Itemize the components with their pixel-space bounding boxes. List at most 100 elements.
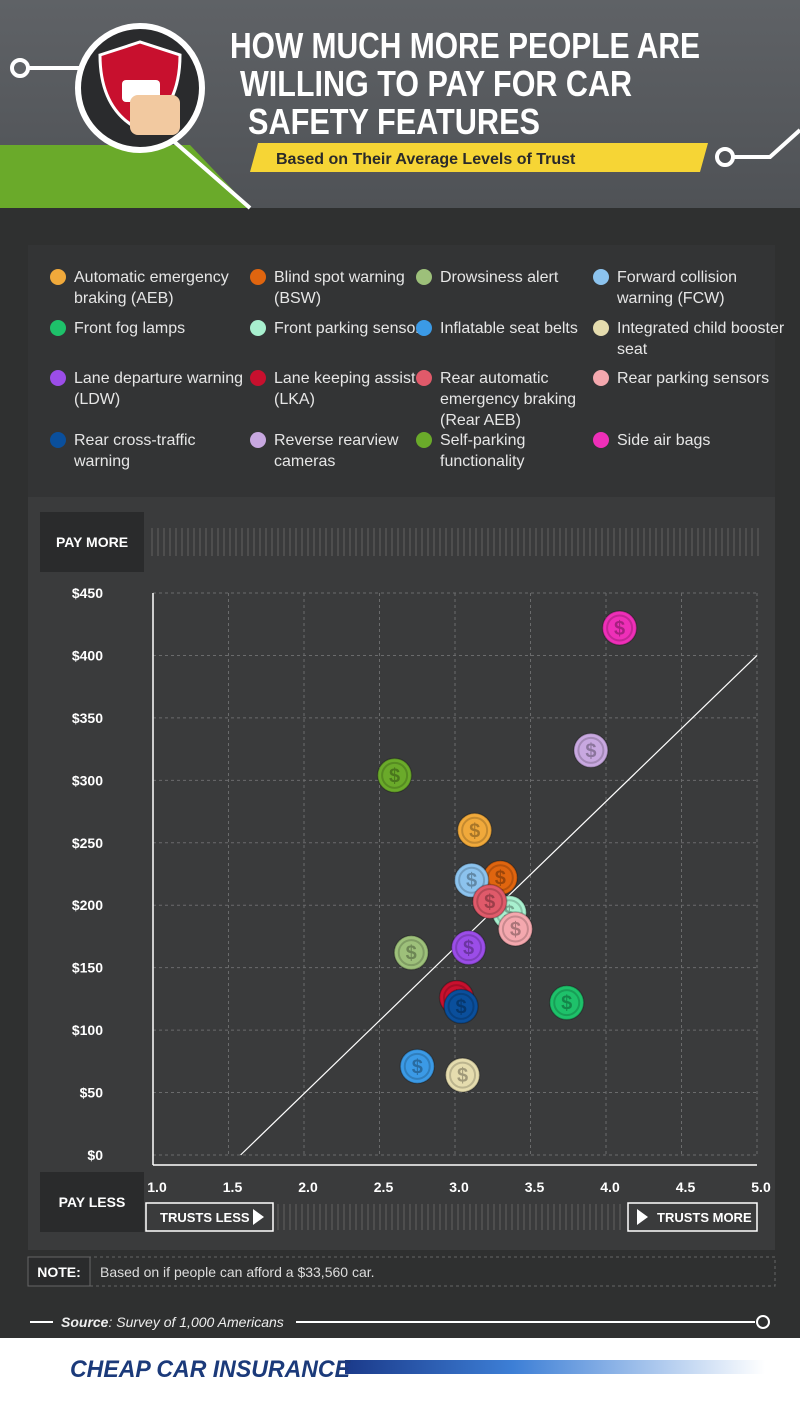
x-tick-label: 3.0 (449, 1179, 469, 1195)
coin-ring (501, 915, 529, 943)
trusts-less-box (145, 1202, 274, 1232)
legend-label: Automatic emergency braking (AEB) (74, 269, 229, 307)
header-line-right (733, 128, 800, 159)
legend-item: Rear cross-traffic warning (50, 430, 244, 472)
coin-body (548, 984, 585, 1021)
legend-swatch (416, 432, 432, 448)
legend-item: Inflatable seat belts (416, 318, 590, 339)
source-label: Source (61, 1314, 109, 1330)
legend-swatch (50, 432, 66, 448)
y-tick-label: $250 (72, 835, 103, 851)
y-tick-label: $50 (80, 1085, 104, 1101)
legend-item: Blind spot warning (BSW) (250, 267, 444, 309)
coin-body (393, 934, 429, 971)
coin-symbol: $ (510, 919, 521, 941)
legend-swatch (250, 370, 266, 386)
coin-ring (461, 816, 489, 844)
legend-item: Front fog lamps (50, 318, 244, 339)
header-green (0, 145, 250, 208)
coin-body (399, 1048, 435, 1085)
x-tick-label: 5.0 (751, 1179, 771, 1195)
coin-ring (476, 887, 504, 915)
x-tick-label: 1.5 (223, 1179, 243, 1195)
y-tick-label: $300 (72, 772, 103, 788)
coin: $ (450, 929, 487, 966)
subtitle: Based on Their Average Levels of Trust (276, 151, 576, 168)
source: Source: Survey of 1,000 Americans (61, 1314, 284, 1330)
legend-swatch (416, 269, 432, 285)
coin: $ (393, 934, 429, 971)
logo-bar (345, 1360, 765, 1374)
legend-label: Rear cross-traffic warning (74, 432, 196, 470)
coin: $ (443, 988, 479, 1025)
arrow (253, 1209, 264, 1225)
coin-body (456, 812, 493, 849)
coin-body (573, 732, 609, 769)
chart-bg (28, 497, 775, 1250)
legend-swatch (50, 269, 66, 285)
coin-body (443, 988, 479, 1025)
legend-swatch (50, 370, 66, 386)
coin: $ (376, 757, 413, 794)
coin-symbol: $ (469, 820, 480, 842)
legend-label: Self-parking functionality (440, 432, 526, 470)
legend-item: Rear automatic emergency braking (Rear A… (416, 368, 590, 431)
coin-ring (455, 934, 483, 962)
legend-item: Self-parking functionality (416, 430, 590, 472)
source-text: : Survey of 1,000 Americans (108, 1314, 283, 1330)
y-tick-label: $100 (72, 1022, 103, 1038)
header-dot (10, 58, 30, 78)
x-tick-label: 4.5 (676, 1179, 696, 1195)
trusts-more-box (627, 1202, 758, 1232)
pay-less-box (40, 1172, 144, 1232)
coin-ring (449, 1061, 477, 1089)
legend-label: Inflatable seat belts (440, 320, 578, 337)
legend-swatch (416, 320, 432, 336)
y-tick-label: $0 (87, 1147, 103, 1163)
legend-swatch (593, 432, 609, 448)
legend-swatch (250, 432, 266, 448)
coin-body (497, 911, 534, 947)
legend-swatch (250, 320, 266, 336)
coin: $ (444, 1057, 481, 1093)
legend-bg (28, 245, 775, 497)
coin: $ (601, 610, 638, 646)
source-dot (756, 1315, 770, 1329)
legend: Automatic emergency braking (AEB) Blind s… (28, 245, 784, 497)
legend-label: Side air bags (617, 432, 711, 449)
coin-symbol: $ (495, 868, 506, 890)
legend-item: Lane keeping assist (LKA) (250, 368, 444, 410)
coin-symbol: $ (457, 1065, 468, 1087)
legend-swatch (416, 370, 432, 386)
coin-body (601, 610, 638, 646)
coin-ring (397, 939, 425, 967)
title-line: WILLING TO PAY FOR CAR (240, 63, 632, 104)
legend-item: Reverse rearview cameras (250, 430, 444, 472)
trusts-less-label: TRUSTS LESS (160, 1210, 250, 1225)
note-label-box (27, 1256, 91, 1287)
legend-item: Rear parking sensors (593, 368, 787, 389)
header-dot-right (715, 147, 735, 167)
coin-ring (577, 736, 605, 764)
coin-body (450, 929, 487, 966)
legend-item: Drowsiness alert (416, 267, 590, 288)
legend-item: Side air bags (593, 430, 787, 451)
legend-swatch (593, 320, 609, 336)
title-line: SAFETY FEATURES (248, 101, 540, 142)
legend-label: Rear automatic emergency braking (Rear A… (440, 370, 577, 429)
legend-label: Lane departure warning (LDW) (74, 370, 244, 408)
coin-symbol: $ (561, 993, 572, 1015)
coin: $ (399, 1048, 435, 1085)
x-tick-label: 4.0 (600, 1179, 620, 1195)
coin: $ (497, 911, 534, 947)
legend-item: Forward collision warning (FCW) (593, 267, 787, 309)
pay-less-label: PAY LESS (59, 1194, 126, 1210)
coin-symbol: $ (614, 618, 625, 640)
y-tick-label: $350 (72, 710, 103, 726)
arrow (637, 1209, 648, 1225)
note-label: NOTE: (37, 1264, 81, 1280)
coin-symbol: $ (463, 938, 474, 960)
coin-ring (606, 614, 634, 642)
note-text: Based on if people can afford a $33,560 … (100, 1264, 375, 1280)
